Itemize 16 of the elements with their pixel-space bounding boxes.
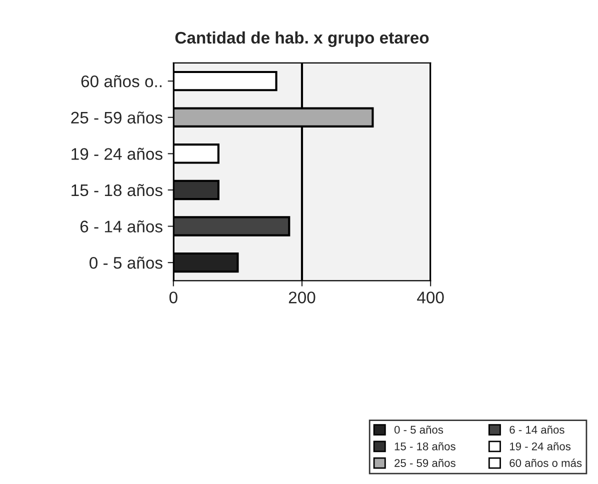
legend-label: 0 - 5 años (394, 426, 444, 434)
x-tick-label: 200 (288, 292, 316, 304)
y-tick-label: 15 - 18 años (72, 184, 162, 196)
y-tick-label: 25 - 59 años (71, 111, 162, 124)
x-tick-label: 0 (169, 292, 178, 304)
x-tick-label: 400 (417, 292, 444, 304)
y-tick-label: 0 - 5 años (90, 256, 162, 269)
legend-label: 60 años o más (510, 458, 582, 467)
y-tick-label: 6 - 14 años (80, 220, 162, 232)
chart-title: Cantidad de hab. x grupo etareo (175, 31, 429, 48)
y-tick-label: 60 años o.. (81, 75, 162, 88)
legend-label: 19 - 24 años (510, 442, 571, 450)
y-tick-label: 19 - 24 años (72, 148, 162, 160)
legend-label: 6 - 14 años (510, 426, 564, 434)
legend-label: 25 - 59 años (394, 458, 456, 467)
legend-label: 15 - 18 años (394, 442, 456, 450)
